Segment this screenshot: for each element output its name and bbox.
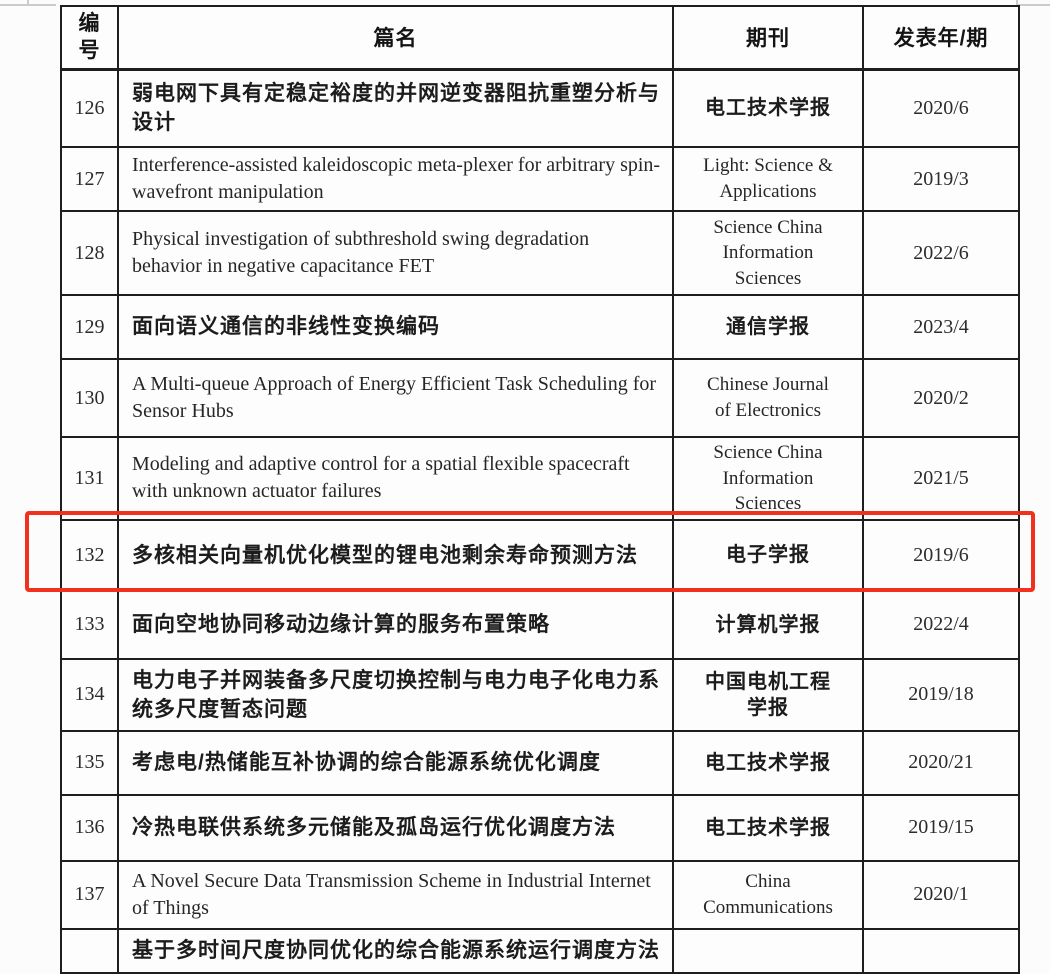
title-cell: 弱电网下具有定稳定裕度的并网逆变器阻抗重塑分析与设计 [117, 68, 674, 148]
table-row: 126 弱电网下具有定稳定裕度的并网逆变器阻抗重塑分析与设计 电工技术学报 20… [60, 68, 1020, 148]
row-id-cell: 128 [60, 210, 119, 296]
row-id-cell: 136 [60, 793, 119, 862]
table-row: 136 冷热电联供系统多元储能及孤岛运行优化调度方法 电工技术学报 2019/1… [60, 793, 1020, 862]
title-cell: Physical investigation of subthreshold s… [117, 210, 674, 296]
table-row: 128 Physical investigation of subthresho… [60, 210, 1020, 296]
table-row-partial: 基于多时间尺度协同优化的综合能源系统运行调度方法 [60, 927, 1020, 974]
row-id-cell [60, 927, 119, 974]
row-id-cell: 129 [60, 294, 119, 360]
title-cell: 冷热电联供系统多元储能及孤岛运行优化调度方法 [117, 793, 674, 862]
header-id: 编号 [60, 5, 119, 71]
header-year: 发表年/期 [862, 5, 1020, 71]
year-cell: 2021/5 [862, 436, 1020, 521]
journal-cell: 电工技术学报 [672, 793, 864, 862]
scan-artifact-top-right-tick [1016, 0, 1018, 7]
title-cell: 电力电子并网装备多尺度切换控制与电力电子化电力系统多尺度暂态问题 [117, 657, 674, 732]
scan-artifact-top-left-line [0, 4, 56, 6]
table-row: 127 Interference-assisted kaleidoscopic … [60, 146, 1020, 212]
table-row: 129 面向语义通信的非线性变换编码 通信学报 2023/4 [60, 294, 1020, 360]
title-cell: Interference-assisted kaleidoscopic meta… [117, 146, 674, 212]
journal-cell: Light: Science & Applications [672, 146, 864, 212]
year-cell: 2019/6 [862, 518, 1020, 592]
row-id-cell: 133 [60, 589, 119, 660]
journal-cell: 电工技术学报 [672, 729, 864, 796]
row-id-cell: 134 [60, 657, 119, 732]
journal-cell: 电工技术学报 [672, 68, 864, 148]
journal-cell: Science China Information Sciences [672, 210, 864, 296]
header-journal: 期刊 [672, 5, 864, 71]
year-cell [862, 927, 1020, 974]
year-cell: 2020/6 [862, 68, 1020, 148]
table-row: 130 A Multi-queue Approach of Energy Eff… [60, 358, 1020, 438]
journal-cell [672, 927, 864, 974]
table-row: 137 A Novel Secure Data Transmission Sch… [60, 859, 1020, 930]
row-id-cell: 131 [60, 436, 119, 521]
year-cell: 2019/15 [862, 793, 1020, 862]
row-id-cell: 126 [60, 68, 119, 148]
table-row-highlighted: 132 多核相关向量机优化模型的锂电池剩余寿命预测方法 电子学报 2019/6 [60, 518, 1020, 592]
year-cell: 2020/1 [862, 859, 1020, 930]
journal-cell: 中国电机工程学报 [672, 657, 864, 732]
journal-cell: Chinese Journal of Electronics [672, 358, 864, 438]
row-id-cell: 130 [60, 358, 119, 438]
title-cell: Modeling and adaptive control for a spat… [117, 436, 674, 521]
year-cell: 2020/2 [862, 358, 1020, 438]
title-cell: 多核相关向量机优化模型的锂电池剩余寿命预测方法 [117, 518, 674, 592]
papers-table-body: 126 弱电网下具有定稳定裕度的并网逆变器阻抗重塑分析与设计 电工技术学报 20… [60, 68, 1020, 974]
scan-artifact-top-right-line [1016, 4, 1050, 6]
year-cell: 2019/18 [862, 657, 1020, 732]
row-id-cell: 137 [60, 859, 119, 930]
table-row: 134 电力电子并网装备多尺度切换控制与电力电子化电力系统多尺度暂态问题 中国电… [60, 657, 1020, 732]
journal-cell: 通信学报 [672, 294, 864, 360]
title-cell: A Novel Secure Data Transmission Scheme … [117, 859, 674, 930]
title-cell: 面向语义通信的非线性变换编码 [117, 294, 674, 360]
table-row: 133 面向空地协同移动边缘计算的服务布置策略 计算机学报 2022/4 [60, 589, 1020, 660]
table-header-row: 编号 篇名 期刊 发表年/期 [60, 5, 1020, 71]
table-row: 131 Modeling and adaptive control for a … [60, 436, 1020, 521]
year-cell: 2020/21 [862, 729, 1020, 796]
journal-cell: Science China Information Sciences [672, 436, 864, 521]
papers-table: 编号 篇名 期刊 发表年/期 126 弱电网下具有定稳定裕度的并网逆变器阻抗重塑… [60, 5, 1020, 974]
row-id-cell: 127 [60, 146, 119, 212]
row-id-cell: 132 [60, 518, 119, 592]
title-cell: A Multi-queue Approach of Energy Efficie… [117, 358, 674, 438]
header-title: 篇名 [117, 5, 674, 71]
year-cell: 2019/3 [862, 146, 1020, 212]
journal-cell: 电子学报 [672, 518, 864, 592]
journal-cell: 计算机学报 [672, 589, 864, 660]
title-cell: 考虑电/热储能互补协调的综合能源系统优化调度 [117, 729, 674, 796]
scan-artifact-top-left-tick [27, 0, 29, 5]
title-cell: 基于多时间尺度协同优化的综合能源系统运行调度方法 [117, 927, 674, 974]
table-row: 135 考虑电/热储能互补协调的综合能源系统优化调度 电工技术学报 2020/2… [60, 729, 1020, 796]
row-id-cell: 135 [60, 729, 119, 796]
title-cell: 面向空地协同移动边缘计算的服务布置策略 [117, 589, 674, 660]
year-cell: 2022/6 [862, 210, 1020, 296]
year-cell: 2023/4 [862, 294, 1020, 360]
year-cell: 2022/4 [862, 589, 1020, 660]
journal-cell: China Communications [672, 859, 864, 930]
